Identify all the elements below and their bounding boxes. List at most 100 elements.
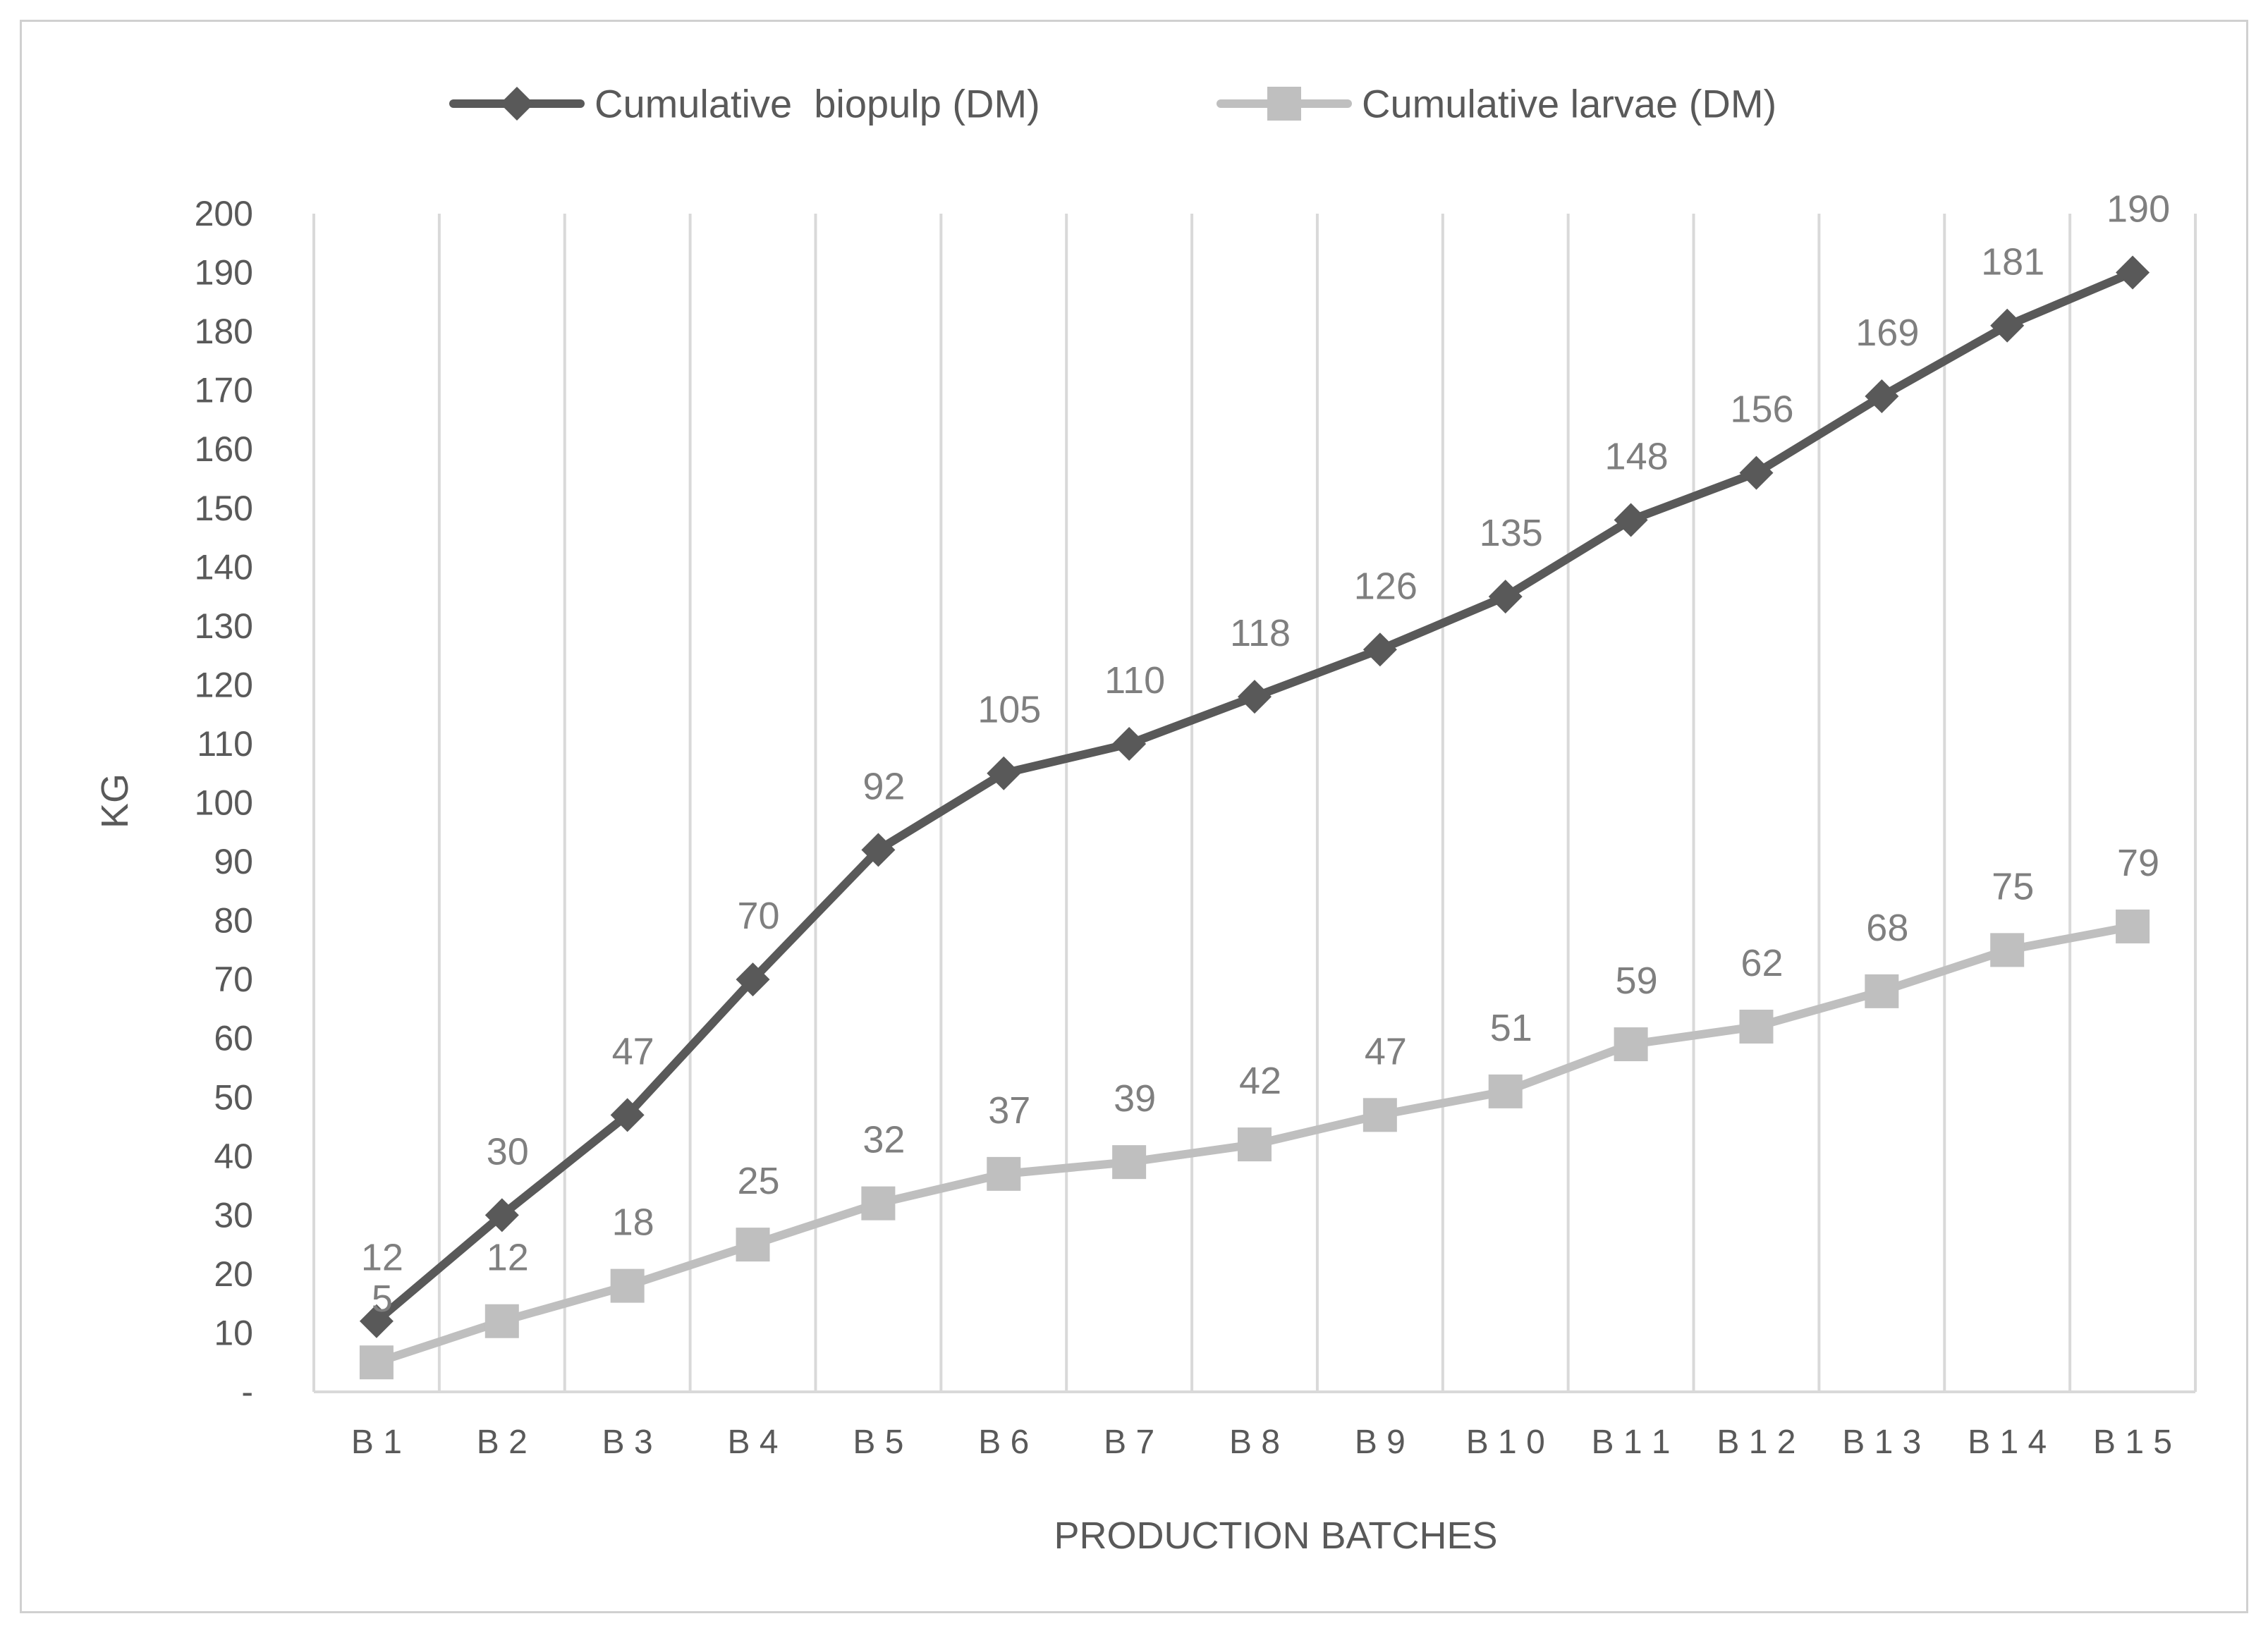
diamond-point — [1238, 680, 1272, 714]
data-label: 12 — [361, 1237, 403, 1279]
data-label: 37 — [988, 1089, 1030, 1132]
y-tick-label: 180 — [195, 312, 253, 351]
legend-diamond-marker — [500, 87, 534, 121]
x-tick-label: B 9 — [1355, 1424, 1406, 1461]
square-point — [1362, 1098, 1397, 1132]
y-tick-label: 140 — [195, 547, 253, 587]
x-tick-label: B 5 — [853, 1424, 903, 1461]
x-tick-label: B 1 0 — [1466, 1424, 1545, 1461]
y-tick-label: 80 — [214, 901, 253, 941]
data-label: 47 — [612, 1030, 654, 1072]
series-layer — [359, 255, 2150, 1380]
y-tick-label: 160 — [195, 429, 253, 469]
series-line — [372, 268, 2138, 1326]
diamond-point — [1488, 580, 1523, 614]
y-tick-label: 100 — [195, 783, 253, 823]
data-label: 47 — [1365, 1030, 1407, 1072]
y-tick-label: 10 — [214, 1313, 253, 1352]
diamond-point — [2116, 255, 2150, 290]
data-label: 135 — [1480, 512, 1543, 554]
diamond-point — [736, 962, 770, 997]
data-label: 18 — [612, 1201, 654, 1244]
diamond-point — [484, 1198, 519, 1233]
data-label: 156 — [1730, 389, 1793, 431]
y-tick-label: 20 — [214, 1254, 253, 1294]
data-label: 190 — [2107, 188, 2170, 231]
y-tick-label: 200 — [195, 194, 253, 233]
square-point — [359, 1345, 394, 1380]
diamond-point — [1739, 455, 1774, 490]
data-label: 70 — [737, 895, 779, 937]
data-label: 39 — [1114, 1077, 1156, 1120]
diamond-point — [1112, 726, 1147, 761]
data-label: 92 — [862, 765, 905, 807]
data-label: 30 — [487, 1130, 529, 1173]
y-tick-label: 90 — [214, 842, 253, 881]
data-label: 79 — [2117, 842, 2159, 884]
square-point — [1238, 1127, 1272, 1162]
data-label: 126 — [1354, 565, 1418, 607]
square-point — [1739, 1009, 1774, 1044]
x-tick-label: B 1 4 — [1968, 1424, 2047, 1461]
grid-layer — [312, 214, 2197, 1392]
data-label: 12 — [487, 1237, 529, 1279]
x-tick-label: B 4 — [728, 1424, 779, 1461]
legend-item-larvae: Cumulative larvae (DM) — [1217, 82, 1776, 126]
diamond-point — [1865, 379, 1899, 414]
diamond-point — [861, 833, 896, 867]
x-tick-label: B 6 — [978, 1424, 1029, 1461]
series-biopulp — [359, 255, 2150, 1338]
data-label: 51 — [1490, 1007, 1532, 1049]
y-tick-label: 170 — [195, 371, 253, 410]
data-label: 110 — [1104, 659, 1165, 702]
data-label: 169 — [1855, 312, 1919, 354]
square-point — [861, 1186, 896, 1221]
y-tick-label: - — [241, 1372, 253, 1412]
series-larvae — [359, 909, 2150, 1380]
x-tick-label: B 1 3 — [1842, 1424, 1921, 1461]
x-tick-label: B 1 1 — [1592, 1424, 1671, 1461]
legend-item-biopulp: Cumulative biopulp (DM) — [449, 82, 1040, 126]
data-label: 75 — [1992, 865, 2034, 907]
x-axis-title: PRODUCTION BATCHES — [1054, 1515, 1497, 1557]
square-point — [1112, 1145, 1147, 1180]
legend: Cumulative biopulp (DM) Cumulative larvae… — [449, 82, 1776, 126]
diamond-point — [1362, 632, 1397, 667]
y-axis-title: KG — [94, 773, 136, 828]
data-label: 42 — [1239, 1060, 1281, 1102]
axis-layer: - 10 20 30 40 50 60 70 80 90 100 110 120 130 140 150 160… — [195, 194, 2195, 1461]
diamond-point — [987, 756, 1021, 790]
data-label: 59 — [1616, 960, 1658, 1002]
square-point — [736, 1228, 770, 1262]
data-label: 68 — [1866, 907, 1908, 949]
square-point — [1488, 1074, 1523, 1108]
x-tick-label: B 2 — [477, 1424, 528, 1461]
data-label: 105 — [977, 689, 1041, 731]
x-tick-label: B 1 — [351, 1424, 402, 1461]
x-tick-label: B 1 5 — [2093, 1424, 2172, 1461]
data-label: 32 — [862, 1119, 905, 1161]
data-label: 118 — [1230, 612, 1291, 654]
x-tick-label: B 3 — [602, 1424, 653, 1461]
diamond-point — [1614, 503, 1648, 537]
y-tick-label: 50 — [214, 1077, 253, 1117]
y-tick-label: 70 — [214, 960, 253, 999]
y-tick-label: 120 — [195, 665, 253, 704]
y-tick-label: 150 — [195, 489, 253, 528]
diamond-point — [1990, 308, 2025, 343]
y-tick-label: 130 — [195, 606, 253, 646]
diamond-point — [359, 1304, 394, 1338]
square-point — [1865, 974, 1899, 1008]
data-label-layer: 12 30 47 70 92 105 110 118 126 135 148 156 169 181 190… — [361, 188, 2170, 1321]
x-tick-label: B 7 — [1104, 1424, 1154, 1461]
square-point — [484, 1304, 519, 1338]
y-tick-label: 190 — [195, 253, 253, 293]
legend-square-marker — [1267, 87, 1301, 121]
square-point — [610, 1268, 645, 1303]
x-tick-label: B 8 — [1229, 1424, 1280, 1461]
square-point — [2116, 909, 2150, 943]
chart-frame: - 10 20 30 40 50 60 70 80 90 100 110 120 130 140 150 160… — [20, 20, 2248, 1613]
data-label: 62 — [1740, 942, 1783, 984]
square-point — [987, 1156, 1021, 1191]
y-tick-label: 30 — [214, 1195, 253, 1235]
